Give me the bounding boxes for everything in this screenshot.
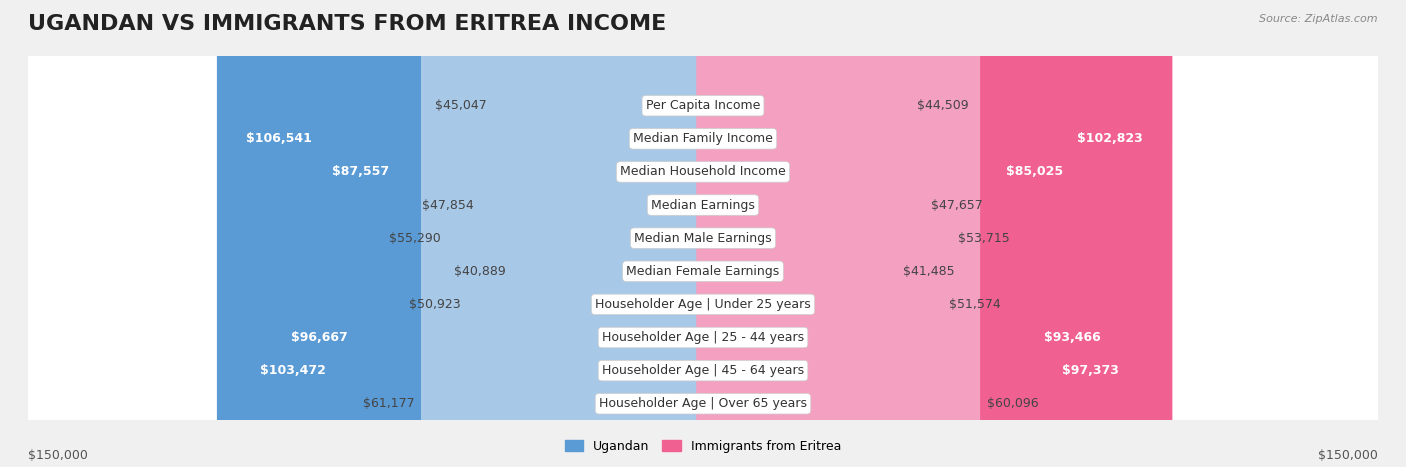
Text: $96,667: $96,667 [291,331,347,344]
FancyBboxPatch shape [24,0,1382,467]
Text: Householder Age | Under 25 years: Householder Age | Under 25 years [595,298,811,311]
Text: Per Capita Income: Per Capita Income [645,99,761,112]
Text: $47,657: $47,657 [931,198,983,212]
Text: Median Family Income: Median Family Income [633,132,773,145]
FancyBboxPatch shape [217,0,710,467]
Text: $60,096: $60,096 [987,397,1039,410]
Text: $102,823: $102,823 [1077,132,1143,145]
Text: $150,000: $150,000 [28,449,89,462]
FancyBboxPatch shape [467,0,710,467]
Text: $103,472: $103,472 [260,364,326,377]
FancyBboxPatch shape [696,0,897,467]
FancyBboxPatch shape [231,0,710,467]
Text: Median Female Earnings: Median Female Earnings [627,265,779,278]
FancyBboxPatch shape [696,0,952,467]
Text: $97,373: $97,373 [1062,364,1119,377]
FancyBboxPatch shape [24,0,1382,467]
Text: $53,715: $53,715 [957,232,1010,245]
FancyBboxPatch shape [24,0,1382,467]
FancyBboxPatch shape [512,0,710,467]
Text: $150,000: $150,000 [1317,449,1378,462]
FancyBboxPatch shape [696,0,980,467]
FancyBboxPatch shape [696,0,1147,467]
Text: $61,177: $61,177 [363,397,415,410]
Text: $45,047: $45,047 [434,99,486,112]
FancyBboxPatch shape [481,0,710,467]
FancyBboxPatch shape [24,0,1382,467]
FancyBboxPatch shape [24,0,1382,467]
FancyBboxPatch shape [262,0,710,467]
Text: $106,541: $106,541 [246,132,312,145]
FancyBboxPatch shape [696,0,1173,467]
Text: $93,466: $93,466 [1045,331,1101,344]
Text: Median Earnings: Median Earnings [651,198,755,212]
FancyBboxPatch shape [24,0,1382,467]
FancyBboxPatch shape [696,0,1130,467]
Text: Householder Age | 25 - 44 years: Householder Age | 25 - 44 years [602,331,804,344]
Text: $85,025: $85,025 [1005,165,1063,178]
FancyBboxPatch shape [696,0,910,467]
FancyBboxPatch shape [24,0,1382,467]
Text: $41,485: $41,485 [903,265,955,278]
FancyBboxPatch shape [24,0,1382,467]
Text: $50,923: $50,923 [409,298,460,311]
FancyBboxPatch shape [696,0,924,467]
Text: Median Household Income: Median Household Income [620,165,786,178]
FancyBboxPatch shape [696,0,942,467]
FancyBboxPatch shape [420,0,710,467]
Text: UGANDAN VS IMMIGRANTS FROM ERITREA INCOME: UGANDAN VS IMMIGRANTS FROM ERITREA INCOM… [28,14,666,34]
Text: $47,854: $47,854 [422,198,474,212]
Legend: Ugandan, Immigrants from Eritrea: Ugandan, Immigrants from Eritrea [560,435,846,458]
Text: Householder Age | 45 - 64 years: Householder Age | 45 - 64 years [602,364,804,377]
FancyBboxPatch shape [447,0,710,467]
FancyBboxPatch shape [494,0,710,467]
FancyBboxPatch shape [24,0,1382,467]
Text: $87,557: $87,557 [332,165,388,178]
Text: Householder Age | Over 65 years: Householder Age | Over 65 years [599,397,807,410]
Text: $55,290: $55,290 [389,232,440,245]
Text: $44,509: $44,509 [917,99,969,112]
Text: $40,889: $40,889 [454,265,506,278]
Text: Source: ZipAtlas.com: Source: ZipAtlas.com [1260,14,1378,24]
FancyBboxPatch shape [24,0,1382,467]
Text: Median Male Earnings: Median Male Earnings [634,232,772,245]
FancyBboxPatch shape [696,0,1092,467]
Text: $51,574: $51,574 [949,298,1000,311]
FancyBboxPatch shape [302,0,710,467]
